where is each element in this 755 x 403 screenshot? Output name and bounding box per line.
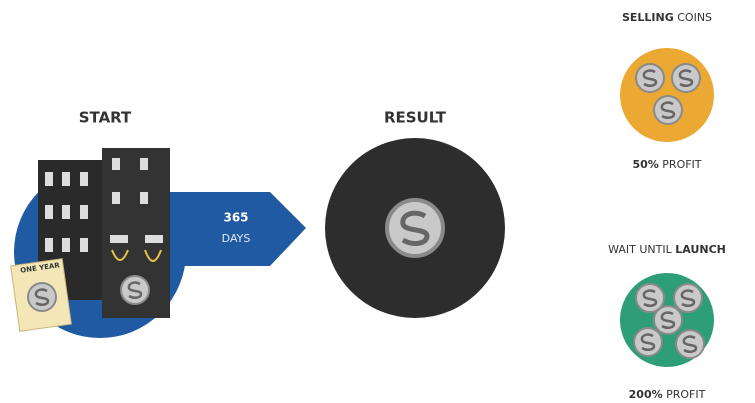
option-title: WAIT UNTIL LAUNCH [608,243,726,256]
profit-label: PROFIT [662,158,702,171]
result-coin [387,200,443,256]
infographic: START ONE YEAR 365 DAYS RESULT SELLING C… [0,0,755,403]
profit-value: 50% [632,158,658,171]
title-bold: LAUNCH [675,243,726,256]
arrow [170,192,306,266]
option-profit: 50% PROFIT [632,158,701,171]
result-label: RESULT [384,109,447,127]
profit-label: PROFIT [666,388,706,401]
arrow-unit: DAYS [222,232,251,245]
profit-value: 200% [629,388,663,401]
arrow-number: 365 [223,211,248,225]
title-rest: COINS [677,11,712,24]
title-rest: WAIT UNTIL [608,243,673,256]
one-year-badge: ONE YEAR [11,259,72,332]
option-title: SELLING COINS [622,11,712,24]
option-profit: 200% PROFIT [629,388,706,401]
start-label: START [79,109,132,127]
title-bold: SELLING [622,11,674,24]
option-circle [620,48,714,142]
